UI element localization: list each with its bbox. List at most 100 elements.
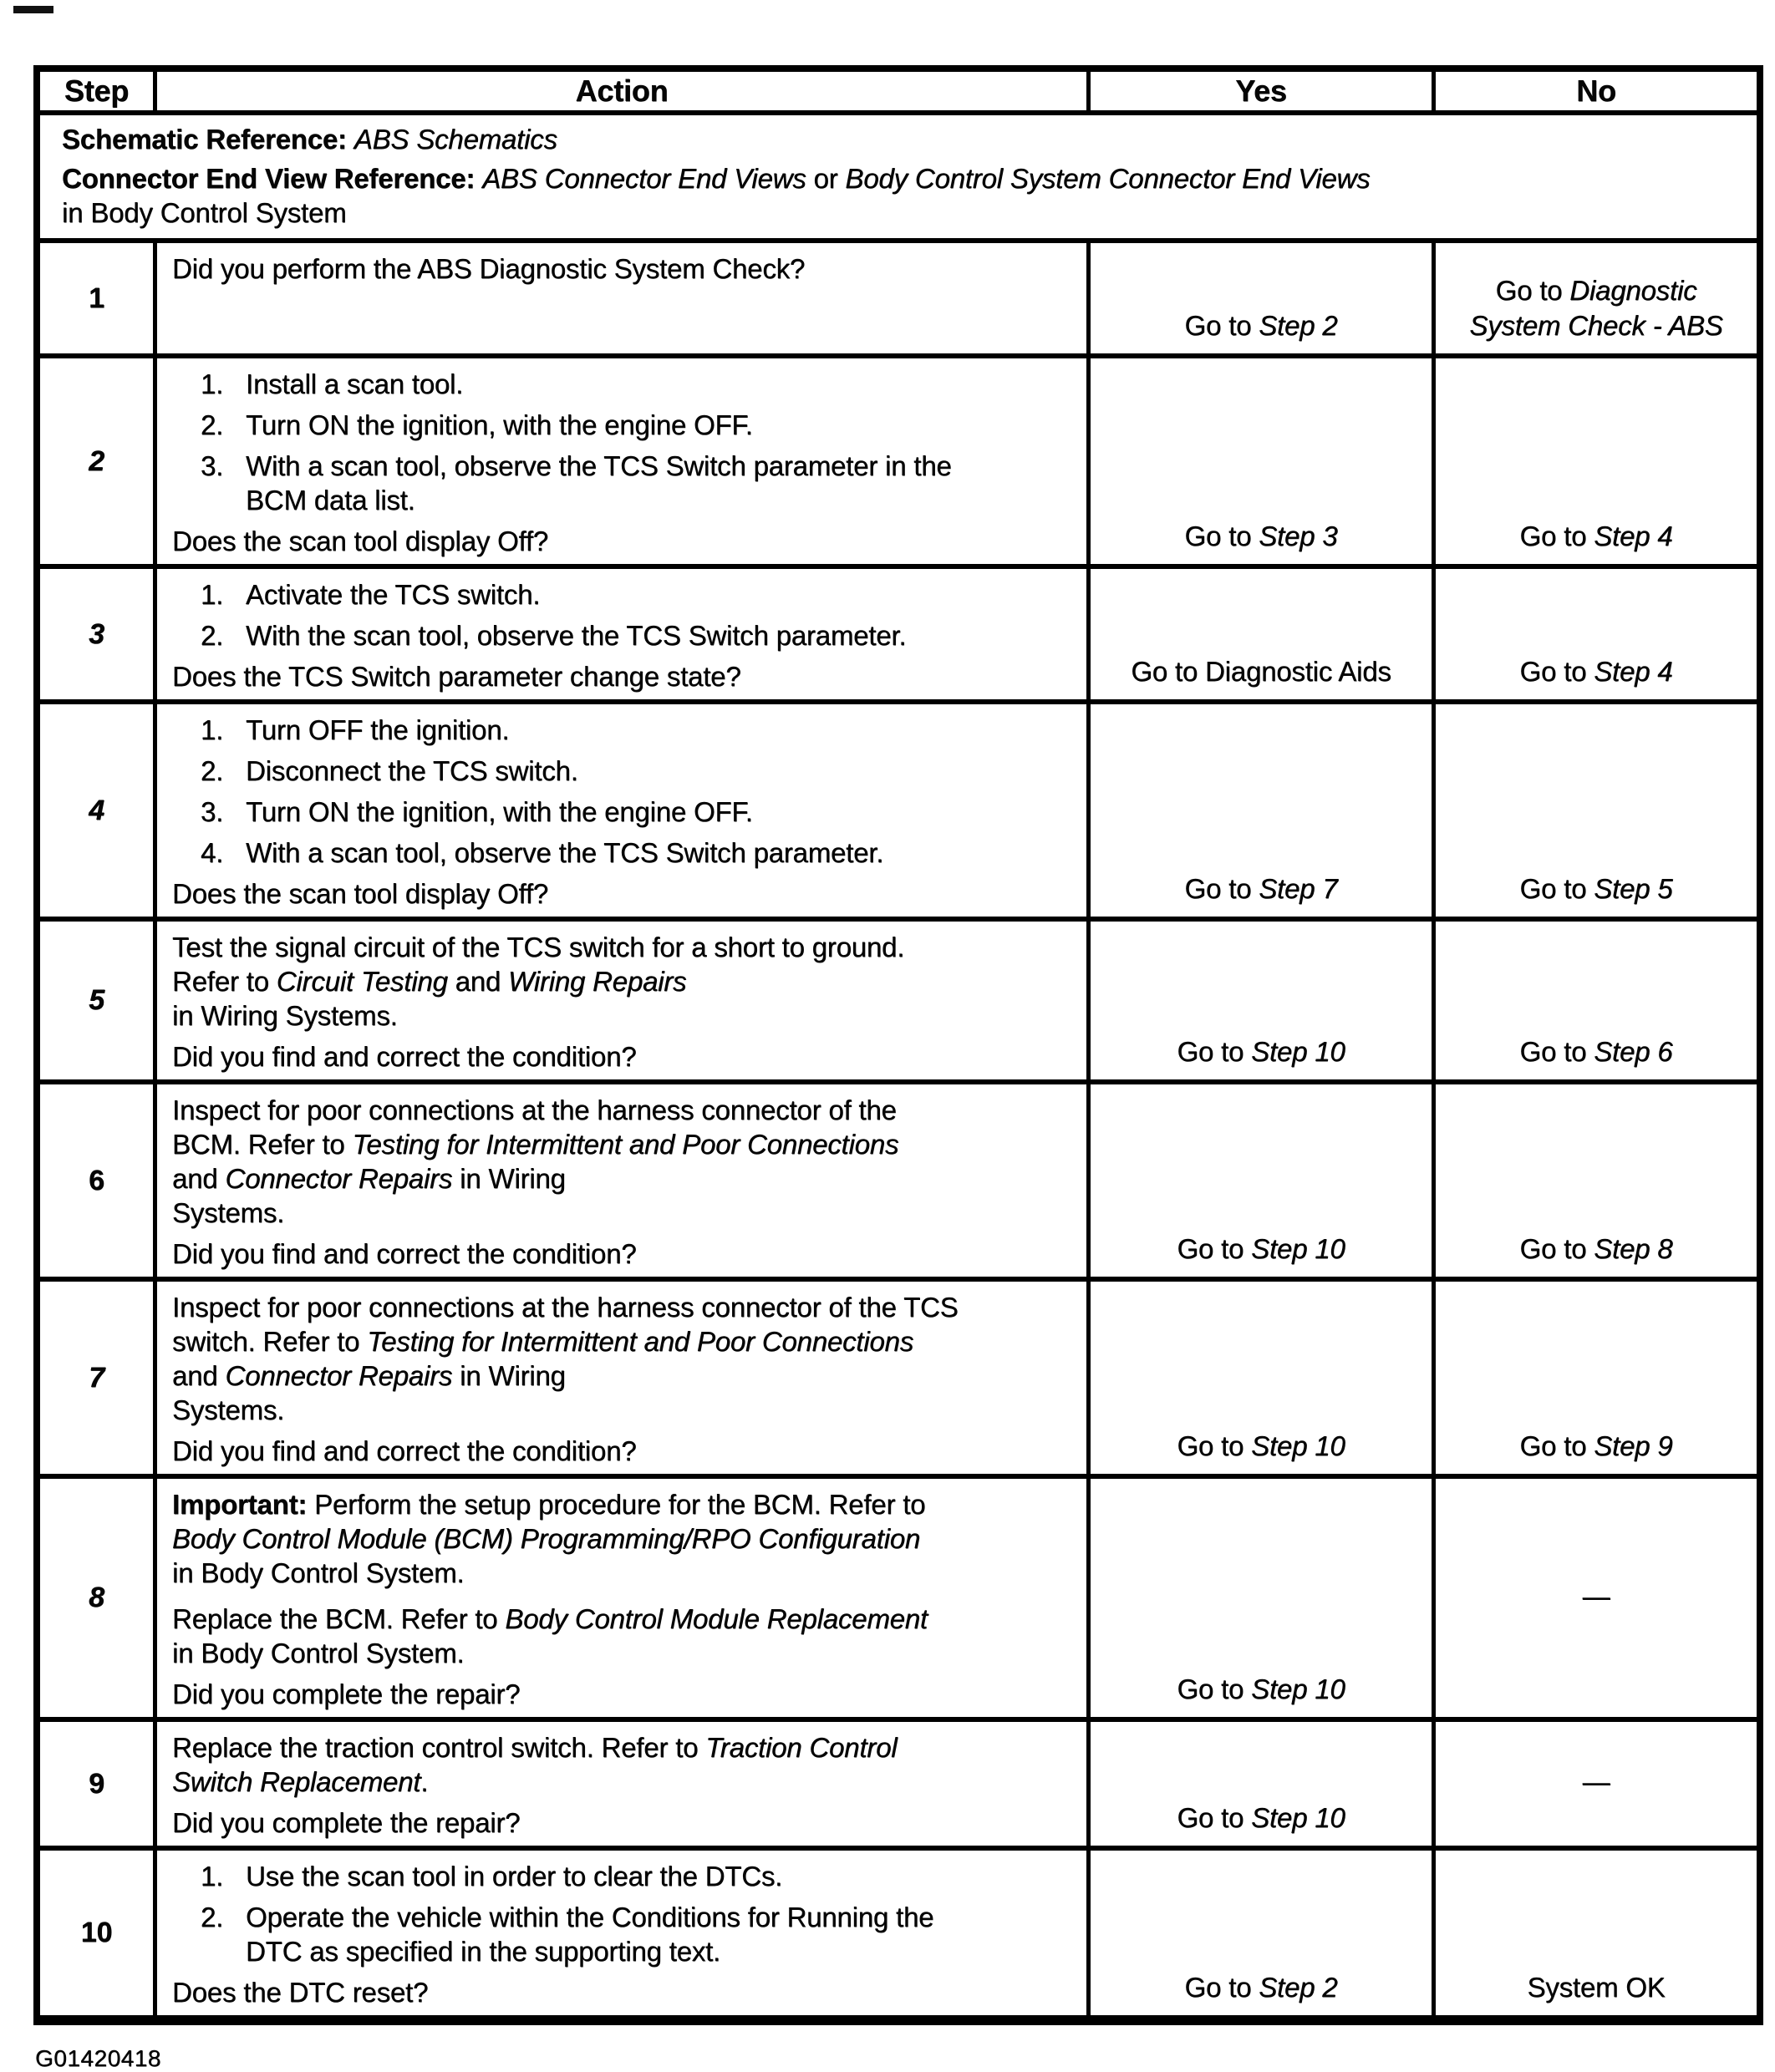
list-item-text: With a scan tool, observe the TCS Switch… xyxy=(246,450,952,515)
step-row: 6 Inspect for poor connections at the har… xyxy=(40,1079,1757,1277)
step-number: 8 xyxy=(89,1582,104,1613)
text-segment: Go to xyxy=(1177,1036,1252,1067)
text-segment: and xyxy=(172,1360,218,1391)
column-header-step: Step xyxy=(64,74,130,108)
text-segment: Testing for Intermittent and Poor Connec… xyxy=(352,1129,899,1160)
column-header-yes: Yes xyxy=(1086,72,1432,110)
table-header-row: Step Action Yes No xyxy=(40,72,1757,110)
yes-cell: Go to Diagnostic Aids xyxy=(1086,569,1432,699)
connector-end-view-reference-line: Connector End View Reference: ABS Connec… xyxy=(62,161,1735,230)
list-item-text: Use the scan tool in order to clear the … xyxy=(246,1861,782,1892)
text-segment: Step 10 xyxy=(1251,1430,1345,1461)
text-segment: Did you complete the repair? xyxy=(172,1678,521,1709)
text-segment: Turn ON the ignition, with the engine OF… xyxy=(246,409,753,440)
text-segment: Body Control Module (BCM) Programming/RP… xyxy=(172,1523,921,1554)
action-cell: Replace the traction control switch. Ref… xyxy=(153,1722,1086,1846)
text-segment: Did you find and correct the condition? xyxy=(172,1041,637,1072)
step-number: 9 xyxy=(89,1767,104,1800)
yes-cell: Go to Step 2 xyxy=(1086,1851,1432,2015)
text-segment: Go to xyxy=(1519,873,1594,904)
list-number: 2. xyxy=(201,409,224,440)
step-row: 10 1. Use the scan tool in order to clear … xyxy=(40,1846,1757,2015)
no-cell: Go to Diagnostic System Check - ABS xyxy=(1432,243,1757,353)
action-list: 1. Use the scan tool in order to clear th… xyxy=(172,1857,1078,1968)
column-header-no: No xyxy=(1432,72,1757,110)
list-number: 1. xyxy=(201,579,224,610)
action-paragraph: Inspect for poor connections at the harn… xyxy=(172,1290,1078,1427)
action-cell: 1. Use the scan tool in order to clear th… xyxy=(153,1851,1086,2015)
yes-cell: Go to Step 10 xyxy=(1086,922,1432,1079)
text-segment: in Body Control System xyxy=(62,197,347,228)
step-number-cell: 2 xyxy=(40,358,153,564)
list-item-text: Turn OFF the ignition. xyxy=(246,714,510,745)
text-segment: With a scan tool, observe the TCS Switch… xyxy=(246,450,952,515)
list-item: 3. Turn ON the ignition, with the engine … xyxy=(172,795,1078,829)
question-text: Does the DTC reset? xyxy=(172,1968,1078,2009)
action-paragraph: Replace the BCM. Refer to Body Control M… xyxy=(172,1602,1078,1670)
action-paragraph: Replace the traction control switch. Ref… xyxy=(172,1730,1078,1799)
text-segment: in Wiring Systems. xyxy=(172,1000,398,1031)
text-segment: Testing for Intermittent and Poor Connec… xyxy=(367,1326,914,1357)
step-number: 5 xyxy=(89,984,104,1016)
text-segment: Use the scan tool in order to clear the … xyxy=(246,1861,783,1892)
text-segment: Step 3 xyxy=(1259,521,1338,551)
yes-instruction: Go to Step 2 xyxy=(1185,1970,1338,2005)
no-cell: Go to Step 5 xyxy=(1432,704,1757,917)
no-cell: Go to Step 4 xyxy=(1432,569,1757,699)
yes-instruction: Go to Diagnostic Aids xyxy=(1131,654,1391,689)
step-row: 1 Did you perform the ABS Diagnostic Syst… xyxy=(40,238,1757,353)
text-segment: With the scan tool, observe the TCS Swit… xyxy=(246,620,907,651)
step-number-cell: 5 xyxy=(40,922,153,1079)
list-number: 4. xyxy=(201,837,224,868)
text-segment: Go to xyxy=(1184,310,1259,341)
yes-cell: Go to Step 10 xyxy=(1086,1084,1432,1277)
no-instruction: Go to Step 4 xyxy=(1520,654,1673,689)
list-item-text: Activate the TCS switch. xyxy=(246,579,540,610)
text-segment: Did you complete the repair? xyxy=(172,1807,521,1838)
text-segment: Connector Repairs xyxy=(225,1360,453,1391)
yes-instruction: Go to Step 3 xyxy=(1185,519,1338,554)
question-text: Did you find and correct the condition? xyxy=(172,1033,1078,1073)
text-segment: Step 5 xyxy=(1594,873,1673,904)
text-segment: Inspect for poor connections at the harn… xyxy=(172,1094,897,1160)
text-segment: Connector Repairs xyxy=(225,1163,453,1194)
text-segment: Go to xyxy=(1519,1430,1594,1461)
text-segment: and xyxy=(172,1163,218,1194)
no-cell: Go to Step 8 xyxy=(1432,1084,1757,1277)
step-number: 3 xyxy=(89,617,104,650)
text-segment: Operate the vehicle within the Condition… xyxy=(246,1902,934,1967)
list-item-text: Disconnect the TCS switch. xyxy=(246,755,578,786)
question-text: Does the TCS Switch parameter change sta… xyxy=(172,653,1078,693)
text-segment: Go to xyxy=(1177,1430,1252,1461)
text-segment: Does the scan tool display Off? xyxy=(172,526,548,556)
list-item: 2. With the scan tool, observe the TCS Sw… xyxy=(172,618,1078,653)
text-segment: Does the scan tool display Off? xyxy=(172,878,548,909)
list-number: 2. xyxy=(201,755,224,786)
list-item-text: Install a scan tool. xyxy=(246,368,463,399)
list-item: 2. Operate the vehicle within the Conditi… xyxy=(172,1900,1078,1968)
text-segment: Schematic Reference: xyxy=(62,124,354,155)
reference-row: Schematic Reference: ABS Schematics Conne… xyxy=(40,110,1757,238)
text-segment: Go to xyxy=(1184,1972,1259,2003)
text-segment: Connector End View Reference: xyxy=(62,163,483,194)
step-number-cell: 3 xyxy=(40,569,153,699)
no-instruction: — xyxy=(1583,1579,1610,1614)
text-segment: Step 9 xyxy=(1594,1430,1673,1461)
question-text: Did you complete the repair? xyxy=(172,1799,1078,1839)
action-paragraph: Test the signal circuit of the TCS switc… xyxy=(172,930,1078,1033)
list-item: 1. Activate the TCS switch. xyxy=(172,577,1078,612)
list-item-text: Operate the vehicle within the Condition… xyxy=(246,1902,933,1967)
yes-cell: Go to Step 10 xyxy=(1086,1722,1432,1846)
question-text: Does the scan tool display Off? xyxy=(172,870,1078,910)
list-item: 1. Turn OFF the ignition. xyxy=(172,713,1078,747)
action-list: 1. Activate the TCS switch. 2. With the sca… xyxy=(172,576,1078,653)
list-number: 1. xyxy=(201,714,224,745)
text-segment: Step 10 xyxy=(1251,1233,1345,1264)
list-item-text: Turn ON the ignition, with the engine OF… xyxy=(246,409,753,440)
action-list: 1. Install a scan tool. 2. Turn ON the igni… xyxy=(172,365,1078,517)
question-text: Does the scan tool display Off? xyxy=(172,517,1078,557)
step-number: 4 xyxy=(89,794,104,826)
no-instruction: Go to Diagnostic System Check - ABS xyxy=(1469,273,1722,343)
text-segment: — xyxy=(1582,1766,1610,1797)
text-segment: Traction Control Switch Replacement xyxy=(172,1732,898,1797)
